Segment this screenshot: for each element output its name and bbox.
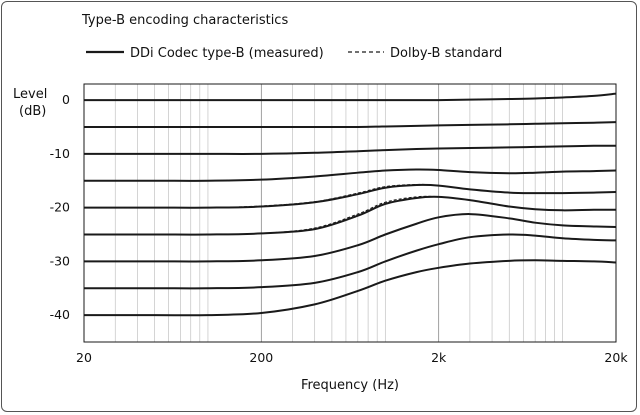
y-tick-label--10: -10 xyxy=(50,146,70,161)
y-axis-label-line1: Level xyxy=(13,87,47,102)
plot-area xyxy=(83,83,617,343)
y-tick-label--40: -40 xyxy=(50,307,70,322)
grid xyxy=(83,84,617,342)
y-tick-label-0: 0 xyxy=(62,92,70,107)
measured-series-0 xyxy=(83,92,617,102)
x-tick-label-2k: 2k xyxy=(431,350,447,365)
measured-series-3 xyxy=(84,168,617,182)
x-tick-label-200: 200 xyxy=(249,350,273,365)
x-tick-labels: 20 200 2k 20k xyxy=(76,350,628,365)
dolby-b-series-10 xyxy=(84,195,617,236)
dolby-b-series-9 xyxy=(84,183,617,209)
legend-label-measured: DDi Codec type-B (measured) xyxy=(130,46,324,61)
x-tick-label-20k: 20k xyxy=(604,350,628,365)
legend: DDi Codec type-B (measured) Dolby-B stan… xyxy=(86,46,502,61)
x-tick-label-20: 20 xyxy=(76,350,92,365)
measured-series-2 xyxy=(83,144,617,155)
measured-series-8 xyxy=(83,259,617,317)
y-tick-label--30: -30 xyxy=(50,253,70,268)
measured-series-7 xyxy=(83,233,617,290)
measured-series-4 xyxy=(84,183,617,209)
y-tick-label--20: -20 xyxy=(50,200,70,215)
x-axis-label: Frequency (Hz) xyxy=(301,378,399,393)
plot-border xyxy=(83,83,617,343)
measured-series-6 xyxy=(84,213,617,263)
y-axis-label-line2: (dB) xyxy=(19,104,46,119)
legend-label-standard: Dolby-B standard xyxy=(390,46,502,61)
measured-series-1 xyxy=(84,121,617,129)
measured-series-5 xyxy=(84,195,617,236)
series-group xyxy=(83,92,617,317)
y-tick-labels: 0 -10 -20 -30 -40 xyxy=(50,92,70,322)
chart-title: Type-B encoding characteristics xyxy=(81,13,288,28)
